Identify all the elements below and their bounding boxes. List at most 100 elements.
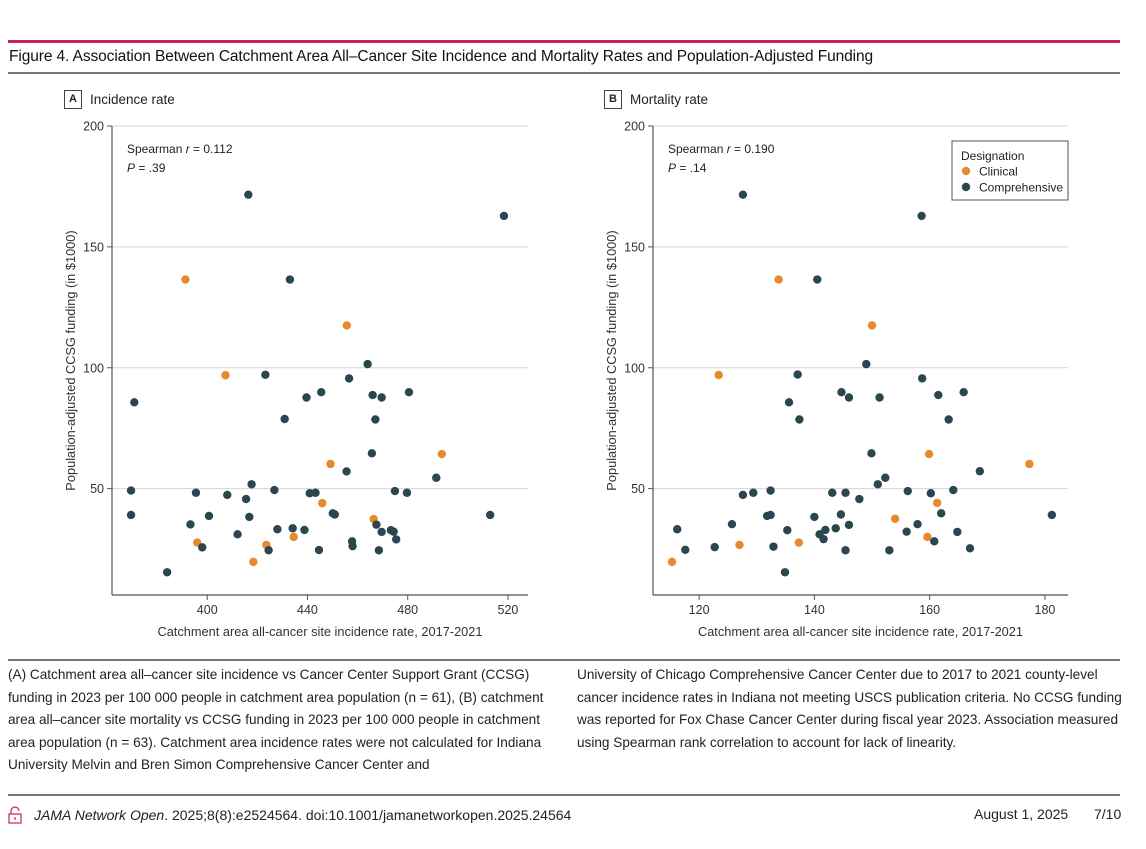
data-point-comprehensive — [762, 511, 772, 521]
data-point-comprehensive — [681, 545, 690, 554]
data-point-comprehensive — [247, 480, 256, 489]
panel-b-chart: 50 100 150 200 120 140 160 180 Catchment area al… — [604, 120, 1069, 639]
panel-b-label: B Mortality rate — [604, 90, 708, 109]
legend-title: Designation — [961, 149, 1024, 163]
y-tick-label: 50 — [631, 482, 645, 496]
legend-label-clinical: Clinical — [979, 165, 1018, 179]
data-point-comprehensive — [302, 393, 311, 402]
x-tick-label: 520 — [498, 603, 519, 617]
open-access-lock-icon — [8, 806, 22, 824]
data-point-comprehensive — [314, 545, 324, 555]
data-point-comprehensive — [844, 520, 854, 530]
data-point-comprehensive — [300, 525, 309, 535]
data-point-comprehensive — [390, 486, 400, 496]
legend-label-comprehensive: Comprehensive — [979, 181, 1063, 195]
data-point-comprehensive — [749, 488, 758, 497]
legend-marker-clinical — [961, 166, 971, 176]
data-point-comprehensive — [389, 527, 398, 536]
y-axis-label: Population-adjusted CCSG funding (in $10… — [63, 230, 78, 490]
data-point-clinical — [318, 498, 327, 508]
data-point-comprehensive — [738, 190, 748, 199]
data-point-clinical — [249, 557, 258, 567]
title-divider — [8, 72, 1120, 74]
publication-date: August 1, 2025 — [974, 806, 1069, 822]
legend-box — [951, 140, 1069, 201]
data-point-comprehensive — [862, 359, 871, 369]
data-point-clinical — [326, 459, 335, 469]
data-point-comprehensive — [241, 494, 251, 504]
y-axis-label: Population-adjusted CCSG funding (in $10… — [604, 230, 619, 490]
data-point-clinical — [867, 321, 877, 330]
data-point-comprehensive — [836, 510, 846, 519]
data-point-comprehensive — [499, 211, 509, 221]
data-point-comprehensive — [363, 359, 372, 369]
data-point-comprehensive — [831, 524, 840, 533]
panel-a-letter: A — [64, 90, 82, 109]
data-point-clinical — [735, 540, 744, 550]
x-axis-label: Catchment area all-cancer site incidence… — [157, 624, 482, 639]
data-point-comprehensive — [273, 525, 282, 534]
data-point-comprehensive — [223, 490, 232, 500]
y-tick-label: 50 — [90, 482, 104, 496]
data-point-comprehensive — [368, 390, 377, 400]
data-point-comprehensive — [769, 542, 778, 551]
data-point-comprehensive — [841, 488, 850, 497]
data-point-comprehensive — [244, 190, 253, 199]
data-point-comprehensive — [126, 510, 136, 520]
data-point-comprehensive — [930, 537, 939, 546]
figure-title: Figure 4. Association Between Catchment … — [9, 48, 874, 65]
x-tick-label: 120 — [689, 603, 710, 617]
y-tick-label: 200 — [624, 120, 645, 134]
x-tick-label: 440 — [297, 603, 318, 617]
data-point-comprehensive — [885, 546, 894, 555]
data-point-comprehensive — [371, 415, 380, 424]
panel-a-label: A Incidence rate — [64, 90, 175, 109]
p-value-annotation: P = .14 — [668, 161, 707, 175]
y-tick-label: 100 — [624, 361, 645, 375]
data-point-comprehensive — [280, 414, 289, 424]
x-tick-label: 480 — [397, 603, 418, 617]
p-value-annotation: P = .39 — [127, 161, 166, 175]
data-point-clinical — [437, 449, 446, 459]
legend-marker-comprehensive — [961, 182, 971, 192]
data-point-comprehensive — [348, 541, 357, 551]
data-point-comprehensive — [162, 568, 172, 577]
data-point-comprehensive — [855, 494, 864, 504]
panel-b-letter: B — [604, 90, 622, 109]
data-point-comprehensive — [844, 393, 854, 402]
data-point-clinical — [714, 370, 723, 380]
y-tick-label: 150 — [83, 240, 104, 254]
data-point-comprehensive — [959, 387, 968, 397]
data-point-comprehensive — [710, 542, 719, 552]
data-point-clinical — [774, 275, 783, 284]
footer-divider — [8, 794, 1120, 796]
data-point-comprehensive — [317, 387, 326, 397]
spearman-annotation: Spearman r = 0.190 — [668, 142, 775, 156]
data-point-comprehensive — [738, 490, 748, 500]
data-point-clinical — [289, 532, 298, 542]
data-point-comprehensive — [766, 486, 775, 495]
data-point-clinical — [181, 275, 190, 284]
data-point-clinical — [221, 371, 230, 380]
footer-citation: JAMA Network Open. 2025;8(8):e2524564. d… — [8, 806, 571, 824]
data-point-comprehensive — [837, 387, 846, 397]
x-tick-label: 180 — [1035, 603, 1056, 617]
data-point-comprehensive — [821, 525, 830, 535]
data-point-comprehensive — [367, 449, 377, 458]
data-point-clinical — [923, 532, 932, 542]
data-point-comprehensive — [233, 530, 242, 539]
data-point-clinical — [932, 498, 942, 508]
page-number: 7/10 — [1094, 806, 1122, 822]
x-tick-label: 400 — [197, 603, 218, 617]
caption-left: (A) Catchment area all–cancer site incid… — [8, 667, 544, 772]
caption-divider — [8, 659, 1120, 661]
data-point-comprehensive — [432, 473, 441, 482]
data-point-comprehensive — [245, 512, 254, 522]
x-axis-label: Catchment area all-cancer site incidence… — [698, 624, 1023, 639]
data-point-comprehensive — [917, 211, 926, 221]
data-point-comprehensive — [198, 543, 207, 552]
data-point-comprehensive — [270, 485, 279, 495]
data-point-comprehensive — [810, 512, 819, 522]
data-point-comprehensive — [913, 519, 922, 529]
panel-a-title: Incidence rate — [90, 92, 175, 107]
